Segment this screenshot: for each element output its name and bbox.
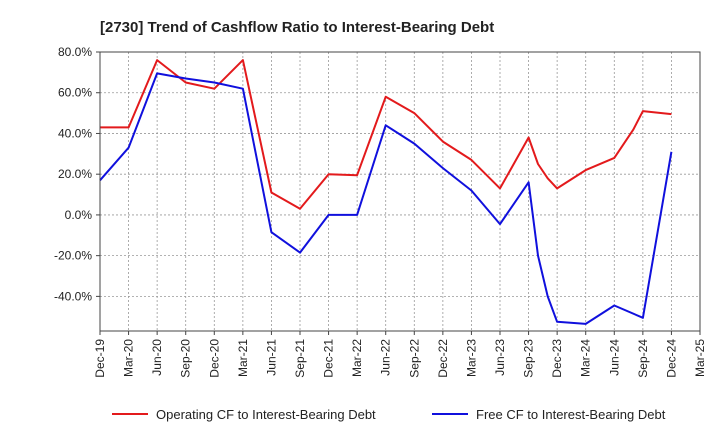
x-tick-label: Dec-24 bbox=[664, 339, 678, 378]
y-tick-label: -20.0% bbox=[54, 249, 92, 263]
y-tick-label: 60.0% bbox=[58, 86, 92, 100]
x-tick-label: Jun-20 bbox=[150, 339, 164, 376]
x-tick-label: Mar-25 bbox=[693, 339, 707, 377]
x-tick-label: Mar-23 bbox=[464, 339, 478, 377]
x-tick-label: Sep-21 bbox=[293, 339, 307, 378]
chart-title: [2730] Trend of Cashflow Ratio to Intere… bbox=[100, 19, 494, 36]
y-tick-label: 20.0% bbox=[58, 167, 92, 181]
legend-label: Operating CF to Interest-Bearing Debt bbox=[156, 407, 376, 422]
x-tick-label: Jun-23 bbox=[493, 339, 507, 376]
x-tick-label: Dec-22 bbox=[436, 339, 450, 378]
legend: Operating CF to Interest-Bearing Debt Fre… bbox=[112, 407, 666, 422]
x-tick-label: Mar-20 bbox=[122, 339, 136, 377]
x-tick-label: Mar-24 bbox=[579, 339, 593, 377]
x-axis-ticks: Dec-19 Mar-20 Jun-20 Sep-20 Dec-20 Mar-21 Jun-… bbox=[93, 331, 707, 378]
y-tick-label: -40.0% bbox=[54, 289, 92, 303]
legend-item-free-cf: Free CF to Interest-Bearing Debt bbox=[432, 407, 666, 422]
legend-item-operating-cf: Operating CF to Interest-Bearing Debt bbox=[112, 407, 376, 422]
series-line-free-cf bbox=[99, 72, 673, 325]
grid bbox=[100, 51, 700, 331]
y-tick-label: 0.0% bbox=[65, 208, 93, 222]
y-tick-label: 40.0% bbox=[58, 126, 92, 140]
x-tick-label: Sep-23 bbox=[522, 339, 536, 378]
series-line-operating-cf bbox=[100, 59, 672, 210]
x-tick-label: Jun-24 bbox=[607, 339, 621, 376]
y-tick-label: 80.0% bbox=[58, 45, 92, 59]
x-tick-label: Dec-21 bbox=[322, 339, 336, 378]
plot-frame bbox=[99, 51, 701, 332]
series-lines bbox=[99, 59, 673, 325]
y-axis-ticks: 80.0% 60.0% 40.0% 20.0% 0.0% -20.0% -40.0% bbox=[54, 45, 100, 303]
x-tick-label: Dec-19 bbox=[93, 339, 107, 378]
x-tick-label: Jun-22 bbox=[379, 339, 393, 376]
x-tick-label: Dec-20 bbox=[207, 339, 221, 378]
x-tick-label: Sep-24 bbox=[636, 339, 650, 378]
x-tick-label: Sep-22 bbox=[407, 339, 421, 378]
x-tick-label: Mar-21 bbox=[236, 339, 250, 377]
x-tick-label: Mar-22 bbox=[350, 339, 364, 377]
legend-label: Free CF to Interest-Bearing Debt bbox=[476, 407, 666, 422]
x-tick-label: Jun-21 bbox=[264, 339, 278, 376]
x-tick-label: Dec-23 bbox=[550, 339, 564, 378]
x-tick-label: Sep-20 bbox=[179, 339, 193, 378]
